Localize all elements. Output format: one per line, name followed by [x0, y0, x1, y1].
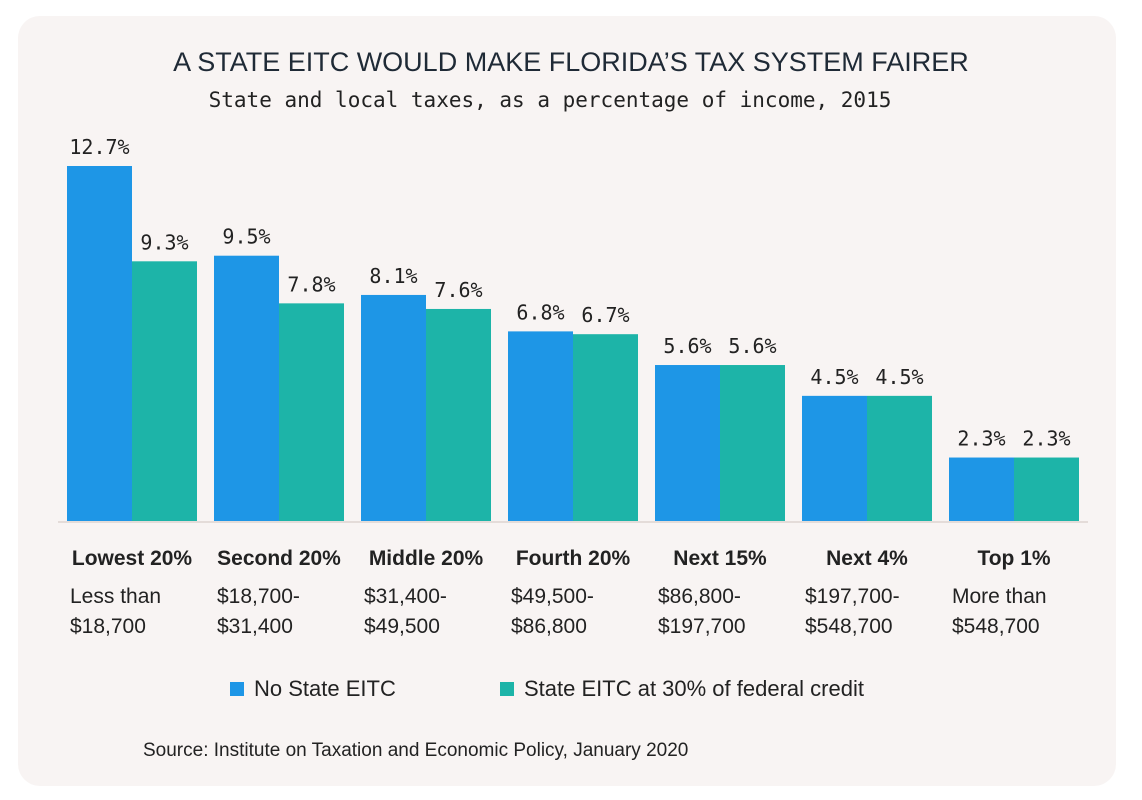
income-range-top-1-line-2: $548,700: [952, 615, 1040, 638]
bar-next-15-state-eitc: [720, 365, 785, 522]
data-label-lowest-20-state-eitc: 9.3%: [140, 230, 188, 254]
income-range-top-1-line-1: More than: [952, 585, 1047, 608]
income-range-second-20-line-2: $31,400: [217, 615, 293, 638]
data-label-middle-20-no-eitc: 8.1%: [369, 264, 417, 288]
income-range-middle-20-line-2: $49,500: [364, 615, 440, 638]
data-label-next-15-state-eitc: 5.6%: [728, 334, 776, 358]
bar-middle-20-state-eitc: [426, 308, 491, 522]
data-label-fourth-20-no-eitc: 6.8%: [516, 300, 564, 324]
income-range-fourth-20-line-1: $49,500-: [511, 585, 594, 608]
legend-label-no-eitc: No State EITC: [254, 676, 396, 701]
data-label-top-1-no-eitc: 2.3%: [957, 427, 1005, 451]
bar-next-4-state-eitc: [867, 395, 932, 522]
legend-swatch-state-eitc: [500, 682, 514, 696]
bar-fourth-20-state-eitc: [573, 334, 638, 522]
data-label-lowest-20-no-eitc: 12.7%: [69, 135, 129, 159]
category-label-second-20: Second 20%: [217, 547, 341, 570]
data-label-middle-20-state-eitc: 7.6%: [434, 278, 482, 302]
income-range-middle-20-line-1: $31,400-: [364, 585, 447, 608]
data-label-top-1-state-eitc: 2.3%: [1022, 427, 1070, 451]
bar-fourth-20-no-eitc: [508, 331, 573, 522]
data-label-next-4-state-eitc: 4.5%: [875, 365, 923, 389]
income-range-next-4-line-1: $197,700-: [805, 585, 900, 608]
bar-second-20-no-eitc: [214, 255, 279, 522]
data-label-next-4-no-eitc: 4.5%: [810, 365, 858, 389]
data-label-next-15-no-eitc: 5.6%: [663, 334, 711, 358]
data-label-second-20-no-eitc: 9.5%: [222, 225, 270, 249]
data-label-fourth-20-state-eitc: 6.7%: [581, 303, 629, 327]
income-range-lowest-20-line-1: Less than: [70, 585, 161, 608]
bar-next-15-no-eitc: [655, 365, 720, 522]
chart-title: A STATE EITC WOULD MAKE FLORIDA’S TAX SY…: [173, 47, 969, 77]
bar-second-20-state-eitc: [279, 303, 344, 522]
bar-middle-20-no-eitc: [361, 294, 426, 522]
category-label-next-15: Next 15%: [673, 547, 767, 570]
income-range-next-15-line-2: $197,700: [658, 615, 746, 638]
category-label-next-4: Next 4%: [826, 547, 908, 570]
legend-item-state-eitc: State EITC at 30% of federal credit: [500, 676, 864, 702]
bar-top-1-state-eitc: [1014, 457, 1079, 522]
category-label-fourth-20: Fourth 20%: [516, 547, 631, 570]
category-label-top-1: Top 1%: [977, 547, 1050, 570]
bar-next-4-no-eitc: [802, 395, 867, 522]
bar-chart: 12.7% 9.3% Lowest 20% Less than $18,700 9.5% 7…: [58, 135, 1088, 638]
legend-label-state-eitc: State EITC at 30% of federal credit: [524, 676, 864, 701]
category-label-lowest-20: Lowest 20%: [72, 547, 193, 570]
data-label-second-20-state-eitc: 7.8%: [287, 272, 335, 296]
legend-swatch-no-eitc: [230, 682, 244, 696]
category-label-middle-20: Middle 20%: [369, 547, 484, 570]
chart-subtitle: State and local taxes, as a percentage o…: [208, 88, 892, 112]
bar-top-1-no-eitc: [949, 457, 1014, 522]
income-range-lowest-20-line-2: $18,700: [70, 615, 146, 638]
income-range-second-20-line-1: $18,700-: [217, 585, 300, 608]
legend-item-no-eitc: No State EITC: [230, 676, 396, 702]
source-note: Source: Institute on Taxation and Econom…: [143, 740, 689, 761]
bar-lowest-20-state-eitc: [132, 261, 197, 522]
income-range-fourth-20-line-2: $86,800: [511, 615, 587, 638]
bar-lowest-20-no-eitc: [67, 166, 132, 522]
income-range-next-15-line-1: $86,800-: [658, 585, 741, 608]
income-range-next-4-line-2: $548,700: [805, 615, 893, 638]
